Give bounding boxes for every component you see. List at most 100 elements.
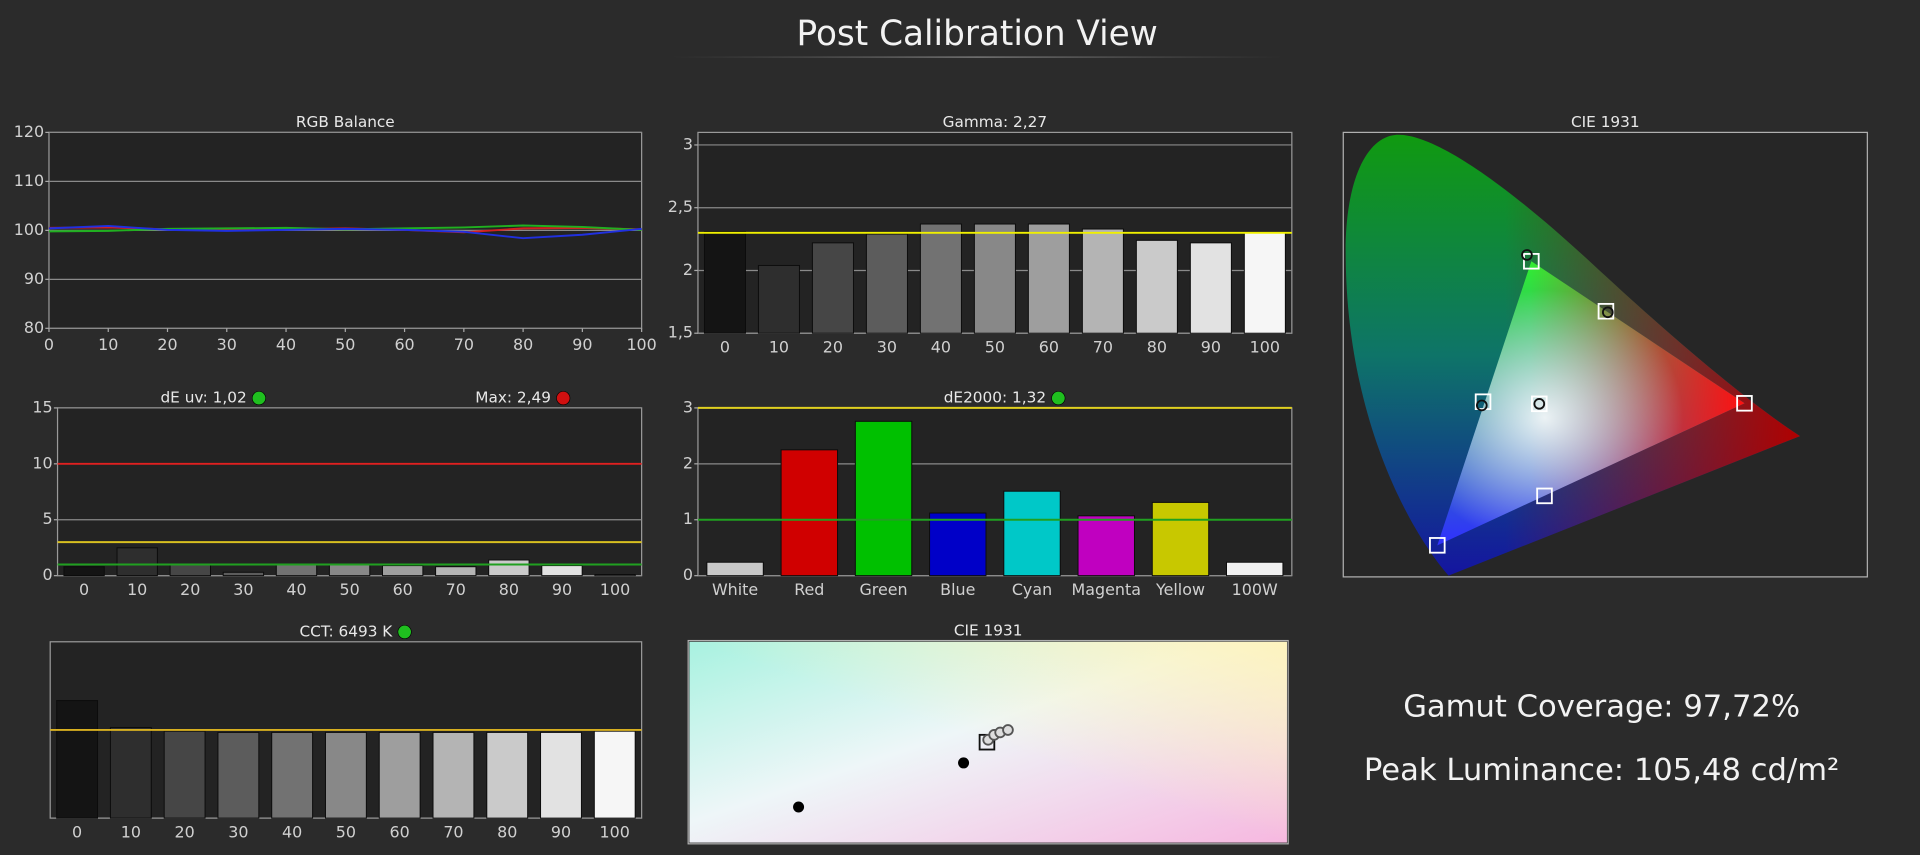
bar: [382, 565, 424, 577]
bar: [488, 559, 530, 577]
bar: [594, 574, 636, 577]
bar: [1189, 242, 1232, 334]
bar: [1135, 239, 1178, 334]
x-tick-label: 40: [282, 822, 302, 841]
y-tick-label: 10: [32, 453, 52, 472]
bar: [865, 233, 908, 334]
bar: [1151, 501, 1210, 577]
x-tick-label: 20: [823, 337, 843, 356]
y-tick-label: 0: [43, 565, 53, 584]
bar: [378, 731, 421, 819]
chart-title: Gamma: 2,27: [943, 113, 1047, 131]
x-tick-label: 40: [286, 580, 306, 599]
bar: [163, 730, 206, 819]
bar: [1027, 223, 1070, 334]
bar: [432, 731, 475, 819]
series-line: [48, 224, 642, 240]
x-tick-label: 100: [1250, 337, 1280, 356]
y-tick-label: 2: [683, 260, 693, 279]
x-tick-label: 100W: [1232, 580, 1278, 599]
y-tick-label: 1,5: [668, 323, 693, 342]
x-tick-label: 70: [443, 822, 463, 841]
bar: [1081, 228, 1124, 334]
x-tick-label: 10: [121, 822, 141, 841]
x-tick-label: 0: [720, 337, 730, 356]
x-tick-label: 30: [228, 822, 248, 841]
x-tick-label: 60: [393, 580, 413, 599]
x-tick-label: Blue: [940, 580, 975, 599]
y-tick-label: 110: [14, 171, 44, 190]
status-indicator: [556, 391, 571, 406]
gamut-triangle: [1437, 261, 1745, 546]
x-tick-label: 40: [931, 337, 951, 356]
x-tick-label: 50: [339, 580, 359, 599]
x-tick-label: 30: [217, 335, 237, 354]
x-tick-label: Yellow: [1155, 580, 1205, 599]
bar: [271, 731, 314, 819]
y-tick-label: 1: [683, 509, 693, 528]
x-tick-label: 60: [394, 335, 414, 354]
target-marker: [1474, 393, 1492, 410]
x-tick-label: 50: [336, 822, 356, 841]
cie-zoom-background: [689, 641, 1287, 843]
y-tick-label: 0: [683, 565, 693, 584]
plot-area: [56, 407, 643, 577]
bar: [486, 731, 529, 819]
bar: [811, 242, 854, 334]
x-tick-label: 90: [572, 335, 592, 354]
x-tick-label: 20: [157, 335, 177, 354]
bar: [1226, 561, 1284, 577]
measured-marker: [1475, 399, 1488, 412]
x-tick-label: 30: [233, 580, 253, 599]
bar: [56, 700, 99, 819]
bar: [593, 730, 636, 819]
chart-title: CIE 1931: [954, 621, 1023, 639]
y-tick-label: 80: [24, 318, 44, 337]
bar: [854, 420, 913, 577]
bar: [328, 563, 371, 577]
x-tick-label: 80: [513, 335, 533, 354]
measured-marker: [1601, 306, 1614, 319]
gamut-coverage: Gamut Coverage: 97,72%: [1403, 689, 1800, 724]
chart-title: dE uv: 1,02: [160, 389, 246, 407]
chart-title: dE2000: 1,32: [944, 389, 1046, 407]
x-tick-label: 70: [1093, 337, 1113, 356]
y-tick-label: 5: [43, 509, 53, 528]
chart-title: CIE 1931: [1571, 113, 1640, 131]
y-tick-label: 3: [683, 134, 693, 153]
x-tick-label: 100: [600, 822, 630, 841]
x-tick-label: 60: [1039, 337, 1059, 356]
status-indicator: [397, 624, 412, 640]
x-tick-label: 40: [276, 335, 296, 354]
bar: [780, 449, 839, 577]
bar: [703, 231, 746, 334]
x-tick-label: 0: [79, 580, 89, 599]
x-tick-label: 70: [454, 335, 474, 354]
point: [958, 757, 970, 769]
y-tick-label: 2,5: [668, 197, 693, 216]
x-tick-label: 10: [769, 337, 789, 356]
y-tick-label: 120: [14, 122, 44, 141]
x-tick-label: 90: [552, 580, 572, 599]
measured-marker: [1002, 724, 1014, 736]
bar: [1077, 515, 1135, 577]
bar: [929, 512, 987, 577]
bar: [757, 264, 800, 334]
bar: [217, 731, 260, 819]
bar: [116, 547, 158, 577]
bar: [541, 565, 583, 577]
peak-luminance: Peak Luminance: 105,48 cd/m²: [1364, 753, 1839, 788]
page-title: Post Calibration View: [797, 14, 1158, 54]
x-tick-label: 70: [446, 580, 466, 599]
x-tick-label: 10: [98, 335, 118, 354]
bar: [222, 571, 265, 577]
x-tick-label: 90: [551, 822, 571, 841]
x-tick-label: 0: [44, 335, 54, 354]
bar: [275, 563, 318, 577]
status-indicator: [1051, 391, 1066, 406]
y-tick-label: 3: [683, 397, 693, 416]
chart-title: RGB Balance: [296, 113, 395, 131]
x-tick-label: 80: [497, 822, 517, 841]
